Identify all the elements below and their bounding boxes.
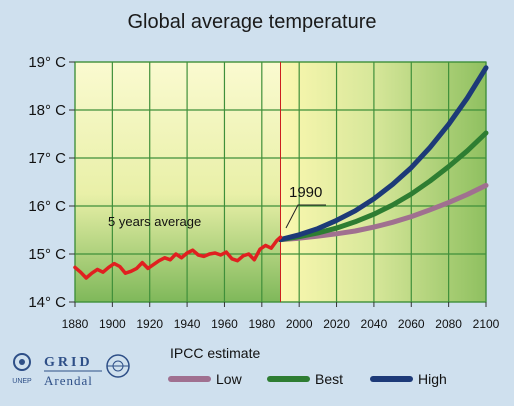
x-tick-label: 2060 [398,317,425,331]
series-line-low [278,182,489,243]
plot-area [73,61,489,303]
year-1990-label: 1990 [289,184,322,201]
legend-label-low: Low [216,371,243,387]
five-years-average-label: 5 years average [108,214,201,229]
unep-label: UNEP [12,378,32,385]
x-tick-label: 2080 [435,317,462,331]
projection-period-background [280,62,486,302]
x-tick-label: 2040 [361,317,388,331]
x-axis-ticks: 1880 1900 1920 1940 1960 1980 2000 2020 2040 2060… [62,302,500,331]
legend-label-high: High [418,371,447,387]
observed-period-background [75,62,281,302]
y-tick-label: 18° C [28,102,66,119]
x-tick-label: 1900 [99,317,126,331]
observed-temperature-line [73,235,283,280]
x-tick-label: 2100 [473,317,500,331]
legend-title: IPCC estimate [170,345,260,361]
y-tick-label: 17° C [28,150,66,167]
legend: IPCC estimate Low Best High [168,345,447,387]
grid-logo-text: GRID [44,355,93,370]
y-axis-ticks: 14° C 15° C 16° C 17° C 18° C 19° C [28,54,75,311]
x-tick-label: 2020 [323,317,350,331]
unep-emblem-icon [13,353,31,371]
series-line-best [278,130,489,243]
x-tick-label: 1960 [211,317,238,331]
grid-arendal-logo: UNEP GRID Arendal [12,353,130,388]
x-tick-label: 1980 [248,317,275,331]
x-tick-label: 1880 [62,317,89,331]
y-tick-label: 19° C [28,54,66,71]
series-line-high [278,65,489,243]
y-tick-label: 14° C [28,294,66,311]
unep-emblem-center [19,359,25,365]
legend-label-best: Best [315,371,343,387]
x-tick-label: 1920 [136,317,163,331]
annotation-leader-line [285,204,326,229]
chart-title: Global average temperature [127,11,376,33]
arendal-logo-text: Arendal [44,373,93,388]
y-tick-label: 15° C [28,246,66,263]
x-tick-label: 1940 [174,317,201,331]
x-tick-label: 2000 [286,317,313,331]
y-tick-label: 16° C [28,198,66,215]
projection-series [278,65,489,243]
